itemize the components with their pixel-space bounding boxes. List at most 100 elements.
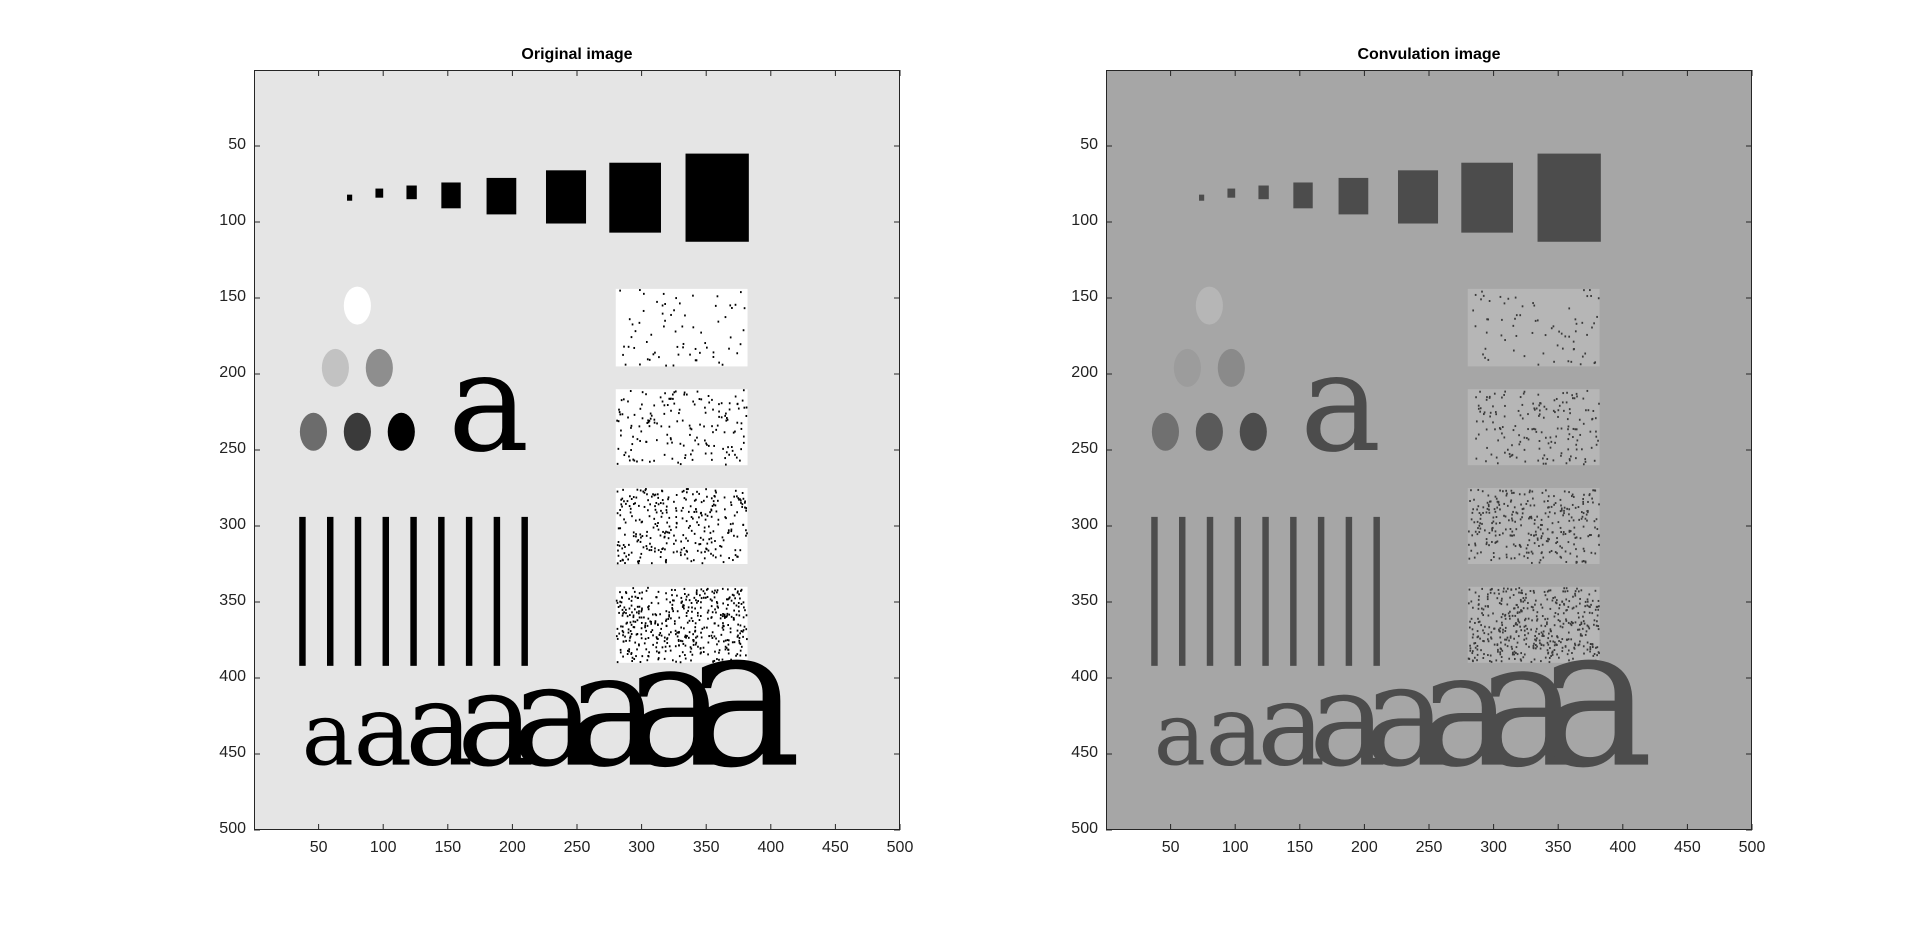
noise-dot [712, 554, 715, 557]
test-bar [1262, 516, 1269, 666]
noise-dot [716, 605, 719, 608]
noise-dot [1501, 396, 1503, 399]
noise-dot [1501, 426, 1504, 429]
noise-dot [1473, 656, 1476, 659]
noise-dot [626, 653, 629, 655]
noise-block [615, 586, 748, 664]
noise-dot [635, 633, 638, 636]
noise-dot [1496, 462, 1499, 465]
noise-dot [1574, 506, 1577, 509]
noise-dot [1568, 513, 1570, 516]
noise-dot [717, 518, 720, 521]
noise-dot [1504, 528, 1507, 531]
noise-dot [705, 442, 708, 445]
noise-dot [740, 427, 743, 430]
noise-dot [1505, 545, 1508, 548]
noise-dot [726, 612, 729, 615]
noise-dot [1546, 617, 1549, 620]
noise-dot [1594, 659, 1597, 662]
noise-dot [728, 597, 730, 600]
noise-dot [622, 559, 624, 562]
noise-dot [1511, 453, 1514, 456]
noise-dot [695, 498, 697, 501]
noise-dot [1483, 632, 1486, 635]
noise-dot [1590, 294, 1592, 297]
noise-dot [662, 502, 665, 505]
noise-dot [1542, 556, 1545, 559]
y-tick-label: 500 [1071, 820, 1098, 837]
noise-dot [1576, 395, 1578, 398]
noise-dot [717, 640, 720, 643]
noise-dot [1505, 553, 1508, 556]
noise-dot [1509, 527, 1512, 530]
noise-dot [1568, 600, 1571, 603]
y-tick-label: 300 [1071, 516, 1098, 533]
noise-dot [1484, 605, 1487, 608]
noise-dot [1477, 488, 1480, 491]
noise-dot [1562, 531, 1565, 534]
noise-dot [1571, 503, 1574, 506]
noise-dot [666, 442, 669, 445]
test-square [1199, 194, 1205, 201]
noise-dot [1508, 519, 1510, 522]
noise-dot [1520, 591, 1522, 594]
noise-dot [1490, 636, 1492, 639]
test-circle [365, 348, 393, 387]
noise-dot [1538, 561, 1541, 564]
noise-dot [666, 404, 669, 407]
noise-dot [1579, 633, 1582, 636]
noise-dot [665, 530, 667, 533]
noise-dot [1583, 652, 1585, 655]
noise-dot [1590, 534, 1592, 536]
noise-dot [686, 557, 689, 560]
noise-dot [657, 496, 660, 499]
noise-dot [1509, 635, 1512, 638]
noise-dot [1586, 598, 1589, 601]
noise-dot [713, 635, 716, 638]
noise-dot [711, 636, 714, 639]
noise-dot [1531, 490, 1534, 493]
noise-dot [1551, 522, 1554, 525]
noise-dot [1487, 605, 1489, 608]
noise-dot [1484, 529, 1486, 532]
noise-dot [1477, 617, 1479, 620]
noise-dot [642, 309, 645, 312]
noise-dot [1500, 599, 1503, 602]
noise-dot [1588, 605, 1590, 608]
noise-dot [1533, 504, 1536, 507]
noise-dot [1564, 590, 1566, 593]
noise-dot [691, 458, 694, 461]
noise-dot [695, 591, 698, 594]
test-circle [1239, 412, 1267, 451]
noise-dot [1479, 390, 1481, 393]
noise-dot [687, 526, 690, 529]
noise-dot [1558, 607, 1561, 610]
noise-dot [615, 599, 618, 602]
noise-dot [616, 462, 619, 465]
noise-dot [684, 454, 687, 457]
noise-dot [707, 444, 710, 447]
noise-dot [1545, 462, 1547, 465]
noise-dot [684, 456, 686, 459]
noise-dot [696, 635, 699, 638]
noise-dot [1554, 502, 1557, 505]
noise-dot [659, 502, 662, 505]
noise-dot [693, 403, 696, 406]
noise-dot [653, 418, 656, 421]
noise-dot [685, 611, 688, 614]
noise-dot [1597, 651, 1600, 654]
noise-dot [670, 528, 672, 531]
noise-dot [708, 635, 710, 638]
noise-dot [636, 619, 639, 622]
noise-dot [1499, 647, 1502, 650]
noise-dot [619, 591, 621, 594]
noise-dot [632, 620, 635, 623]
test-bar [410, 516, 417, 666]
noise-dot [1597, 628, 1600, 631]
noise-dot [663, 640, 666, 643]
noise-dot [709, 511, 711, 514]
noise-dot [745, 654, 747, 657]
noise-dot [725, 419, 728, 422]
noise-dot [1577, 628, 1579, 631]
noise-dot [684, 634, 687, 637]
